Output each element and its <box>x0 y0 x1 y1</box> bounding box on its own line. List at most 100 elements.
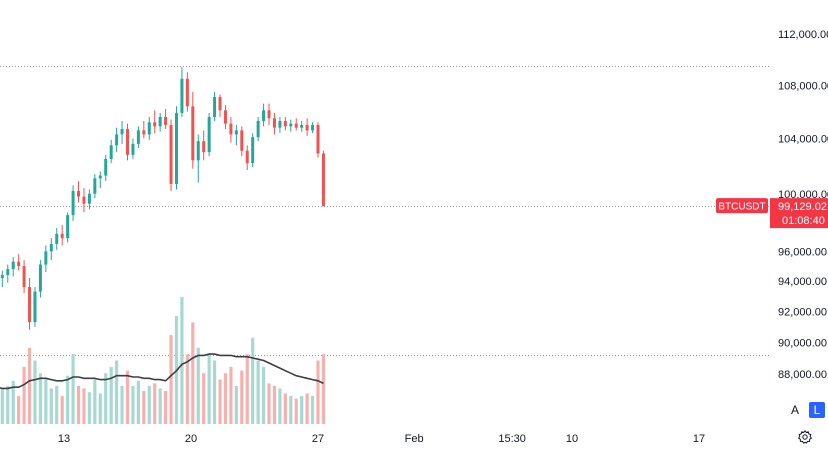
candle-body-29 <box>93 178 97 194</box>
volume-bar-39 <box>147 385 151 424</box>
candle-body-39 <box>147 122 151 135</box>
volume-bar-14 <box>11 380 15 424</box>
volume-bar-51 <box>212 360 217 424</box>
candle-body-67 <box>300 124 304 128</box>
candle-body-46 <box>185 78 189 107</box>
volume-bar-38 <box>142 390 146 424</box>
volume-bar-57 <box>245 354 249 424</box>
x-tick-label: 13 <box>58 433 70 445</box>
candle-body-19 <box>38 264 42 292</box>
candle-body-45 <box>180 78 184 113</box>
volume-bar-36 <box>131 385 135 424</box>
volume-bar-71 <box>321 354 326 424</box>
candle-body-61 <box>267 110 271 119</box>
x-tick-label: 20 <box>185 433 197 445</box>
candle-body-56 <box>240 130 244 151</box>
candle-body-37 <box>136 130 140 144</box>
candle-body-62 <box>272 118 276 128</box>
volume-bar-47 <box>191 322 195 424</box>
candle-body-43 <box>169 124 173 184</box>
time-axis[interactable]: 13 20 27 Feb 15:30 10 17 <box>58 433 705 445</box>
y-tick-label: 90,000.00 <box>778 337 827 349</box>
candle-body-13 <box>6 269 10 276</box>
candle-body-52 <box>218 97 222 111</box>
volume-bar-35 <box>125 370 130 424</box>
volume-bar-69 <box>310 396 315 424</box>
candle-body-70 <box>316 124 320 154</box>
candle-body-35 <box>126 129 129 155</box>
candle-body-12 <box>0 275 4 279</box>
candle-body-23 <box>60 233 64 239</box>
candle-body-64 <box>283 120 287 127</box>
volume-bar-63 <box>278 388 282 424</box>
x-tick-label: 27 <box>312 433 324 445</box>
volume-bar-23 <box>60 396 64 424</box>
candle-body-65 <box>289 123 293 127</box>
y-tick-label: 112,000.00 <box>778 29 828 41</box>
candle-body-50 <box>207 116 211 153</box>
volume-bar-53 <box>223 373 228 424</box>
candle-body-33 <box>115 134 119 146</box>
volume-bar-65 <box>289 396 293 424</box>
volume-bar-60 <box>261 366 266 424</box>
volume-bar-25 <box>71 354 75 424</box>
candle-body-55 <box>234 130 238 135</box>
volume-bar-56 <box>240 370 244 424</box>
volume-bar-17 <box>27 347 32 424</box>
price-axis[interactable]: 112,000.00 108,000.00 104,000.00 100,000.00… <box>778 29 828 381</box>
volume-bar-27 <box>82 388 86 424</box>
last-price-value: 99,129.02 <box>778 201 827 213</box>
volume-bar-22 <box>55 385 59 424</box>
candle-body-68 <box>305 124 309 131</box>
volume-bar-29 <box>93 379 97 424</box>
volume-bar-66 <box>294 398 298 424</box>
volume-bar-33 <box>115 360 119 424</box>
volume-bar-13 <box>6 385 10 424</box>
candle-body-40 <box>153 122 157 127</box>
volume-bar-62 <box>272 385 277 424</box>
candle-body-16 <box>22 266 26 288</box>
candle-body-20 <box>44 251 48 265</box>
candle-body-21 <box>49 244 53 252</box>
volume-bar-61 <box>267 383 271 424</box>
volume-bar-40 <box>153 383 157 424</box>
candle-body-58 <box>251 137 255 164</box>
y-tick-label: 88,000.00 <box>778 369 827 381</box>
volume-bar-18 <box>33 360 37 424</box>
candle-body-25 <box>71 190 75 216</box>
candle-body-18 <box>33 291 37 323</box>
volume-bar-20 <box>44 379 48 424</box>
candle-body-48 <box>196 141 200 161</box>
gear-icon[interactable] <box>798 430 812 444</box>
candle-body-66 <box>294 123 298 128</box>
symbol-tag <box>716 198 768 214</box>
candlesticks <box>0 67 325 330</box>
candle-body-38 <box>142 130 146 135</box>
price-levels <box>0 66 770 356</box>
volume-bar-58 <box>251 337 255 424</box>
x-tick-label: 10 <box>566 433 578 445</box>
price-tag <box>770 198 828 229</box>
candle-body-71 <box>321 153 325 207</box>
log-scale-button[interactable]: L <box>809 402 825 418</box>
volume-bar-49 <box>202 373 206 424</box>
volume-bar-43 <box>169 335 173 424</box>
volume-bar-67 <box>300 396 304 424</box>
auto-scale-button[interactable]: A <box>787 402 803 418</box>
volume-bar-59 <box>256 360 260 424</box>
candle-body-47 <box>191 106 195 161</box>
candle-body-27 <box>82 196 86 204</box>
candle-body-30 <box>98 175 102 179</box>
candle-body-54 <box>229 123 233 135</box>
volume-bar-41 <box>158 388 162 424</box>
candle-body-63 <box>278 120 282 128</box>
volume-bar-32 <box>109 366 113 424</box>
candle-body-44 <box>174 112 178 184</box>
volume-moving-average <box>0 353 324 390</box>
volume-bar-48 <box>196 347 200 424</box>
candle-body-69 <box>311 124 315 131</box>
volume-bar-50 <box>207 354 211 424</box>
volume-bar-26 <box>76 385 81 424</box>
